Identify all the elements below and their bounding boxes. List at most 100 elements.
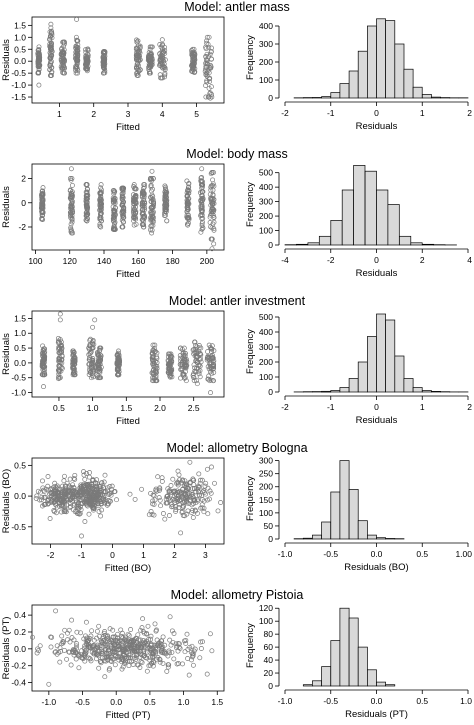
data-point <box>194 381 200 387</box>
x-axis-label: Residuals (BO) <box>344 562 408 573</box>
data-point <box>156 643 162 648</box>
data-point <box>158 57 164 63</box>
data-point <box>162 189 168 195</box>
y-axis-label: Frequency <box>245 182 256 227</box>
data-point <box>128 645 134 651</box>
data-point <box>86 637 92 643</box>
data-point <box>45 483 51 489</box>
x-tick-label: 0.5 <box>53 403 65 413</box>
data-point <box>141 642 147 648</box>
data-point <box>192 56 198 62</box>
scatter-points <box>35 16 215 101</box>
data-point <box>82 643 88 649</box>
data-point <box>39 212 45 218</box>
y-axis-label: Frequency <box>245 35 256 80</box>
data-point <box>207 631 213 637</box>
data-point <box>36 66 42 72</box>
data-point <box>90 358 96 364</box>
x-tick-label: 2 <box>91 109 96 119</box>
x-axis-label: Fitted <box>116 416 140 427</box>
data-point <box>109 483 115 489</box>
data-point <box>110 195 116 201</box>
data-point <box>137 665 143 670</box>
data-point <box>52 483 58 489</box>
data-point <box>146 50 152 56</box>
data-point <box>72 359 78 365</box>
data-point <box>157 72 163 78</box>
data-point <box>74 63 80 69</box>
x-tick-label: 160 <box>131 256 145 266</box>
data-point <box>186 490 192 496</box>
data-point <box>200 489 206 495</box>
data-point <box>57 659 63 665</box>
data-point <box>181 490 187 496</box>
data-point <box>98 513 104 519</box>
data-point <box>140 217 146 223</box>
data-point <box>172 500 178 505</box>
histogram-bar <box>296 243 309 246</box>
y-tick-label: 20 <box>264 668 274 678</box>
data-point <box>199 223 205 229</box>
data-point <box>203 66 209 72</box>
data-point <box>48 73 54 78</box>
data-point <box>126 663 132 669</box>
data-point <box>198 179 204 185</box>
data-point <box>104 487 110 493</box>
data-point <box>120 209 126 215</box>
data-point <box>102 68 108 74</box>
data-point <box>84 182 90 188</box>
data-point <box>43 501 48 507</box>
data-point <box>140 616 146 622</box>
data-point <box>204 40 210 46</box>
data-point <box>167 614 173 620</box>
data-point <box>90 370 96 376</box>
histogram-bar <box>357 646 368 687</box>
x-axis-label: Fitted <box>116 122 140 133</box>
data-point <box>70 650 76 655</box>
data-point <box>183 640 189 646</box>
data-point <box>185 204 191 210</box>
histogram-bar <box>367 669 377 687</box>
data-point <box>87 369 93 375</box>
x-tick-label: -1.0 <box>278 696 293 706</box>
data-point <box>163 209 169 214</box>
data-point <box>102 641 108 647</box>
data-point <box>128 627 134 632</box>
data-point <box>62 473 67 479</box>
data-point <box>151 375 157 381</box>
data-point <box>36 64 42 70</box>
histogram-bar <box>431 391 441 393</box>
scatter-points <box>30 608 215 687</box>
data-point <box>97 486 103 492</box>
data-point <box>60 56 66 62</box>
x-tick-label: -0.5 <box>323 696 338 706</box>
data-point <box>102 70 108 76</box>
data-point <box>78 484 84 490</box>
data-point <box>87 357 93 363</box>
histogram-bar <box>330 92 341 99</box>
data-point <box>191 495 197 501</box>
data-point <box>138 627 144 633</box>
data-point <box>59 633 65 639</box>
data-point <box>204 79 210 85</box>
data-point <box>149 230 155 236</box>
data-point <box>159 648 165 654</box>
data-point <box>121 185 127 191</box>
data-point <box>147 649 153 655</box>
data-point <box>194 350 200 356</box>
data-point <box>167 637 173 643</box>
data-point <box>74 16 80 22</box>
x-tick-label: -1 <box>78 550 86 560</box>
data-point <box>150 501 156 507</box>
y-axis-label: Frequency <box>245 623 256 668</box>
data-point <box>146 55 152 61</box>
data-point <box>146 53 152 59</box>
data-point <box>200 196 206 202</box>
data-point <box>190 486 196 492</box>
data-point <box>69 182 75 188</box>
data-point <box>81 469 86 475</box>
data-point <box>196 471 202 477</box>
x-tick-label: 200 <box>200 256 214 266</box>
data-point <box>73 43 79 49</box>
data-point <box>85 52 91 58</box>
